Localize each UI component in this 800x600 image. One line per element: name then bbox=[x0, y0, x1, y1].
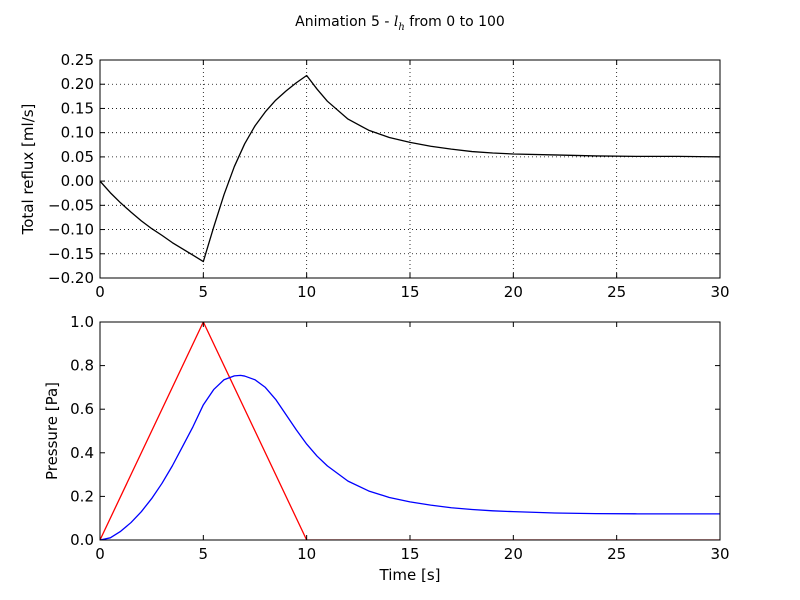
y-tick-label: 0.20 bbox=[61, 75, 94, 93]
plot-frame bbox=[99, 321, 721, 541]
y-tick-label: 0.15 bbox=[61, 99, 94, 117]
y-tick-label: 0.8 bbox=[70, 357, 94, 375]
x-tick-label: 10 bbox=[297, 283, 316, 301]
x-tick-label: 0 bbox=[95, 545, 105, 563]
x-tick-label: 25 bbox=[607, 283, 626, 301]
x-tick-label: 20 bbox=[504, 283, 523, 301]
x-tick-label: 0 bbox=[95, 283, 105, 301]
y-axis-label: Total reflux [ml/s] bbox=[19, 104, 37, 236]
y-axis-label: Pressure [Pa] bbox=[43, 382, 61, 480]
y-tick-label: 1.0 bbox=[70, 313, 94, 331]
series-line-0 bbox=[100, 322, 720, 540]
x-tick-label: 15 bbox=[400, 283, 419, 301]
pressure-chart: 0 5 10 15 20 25 30 1.0 0.8 0.6 0.4 0.2 0.0 Pressure [… bbox=[43, 313, 730, 584]
series-line-1 bbox=[100, 374, 720, 540]
y-tick-label: −0.10 bbox=[48, 221, 94, 239]
y-tick-label: 0.2 bbox=[70, 487, 94, 505]
x-tick-label: 20 bbox=[504, 545, 523, 563]
x-tick-label: 25 bbox=[607, 545, 626, 563]
y-tick-label: 0.4 bbox=[70, 444, 94, 462]
y-tick-label: −0.05 bbox=[48, 196, 94, 214]
y-tick-label: 0.00 bbox=[61, 172, 94, 190]
figure-title-math-sub: h bbox=[398, 22, 404, 33]
x-tick-label: 15 bbox=[400, 545, 419, 563]
y-tick-label: 0.6 bbox=[70, 400, 94, 418]
reflux-chart: 0 5 10 15 20 25 30 0.25 0.20 0.15 0.10 0.05 0.00 −0.0… bbox=[19, 51, 730, 301]
y-tick-label: 0.25 bbox=[61, 51, 94, 69]
series-line-0 bbox=[100, 74, 720, 263]
x-tick-label: 10 bbox=[297, 545, 316, 563]
x-tick-label: 5 bbox=[199, 545, 209, 563]
figure-title-math: l bbox=[394, 14, 398, 30]
x-axis-label: Time [s] bbox=[379, 566, 441, 584]
y-tick-label: 0.0 bbox=[70, 531, 94, 549]
x-tick-label: 30 bbox=[710, 283, 729, 301]
y-tick-label: 0.05 bbox=[61, 148, 94, 166]
x-tick-label: 30 bbox=[710, 545, 729, 563]
y-tick-label: −0.15 bbox=[48, 245, 94, 263]
x-tick-label: 5 bbox=[199, 283, 209, 301]
y-tick-label: 0.10 bbox=[61, 124, 94, 142]
figure-title-prefix: Animation 5 - bbox=[295, 14, 394, 30]
y-tick-label: −0.20 bbox=[48, 269, 94, 287]
figure-title: Animation 5 - lh from 0 to 100 bbox=[295, 14, 505, 33]
figure-title-suffix: from 0 to 100 bbox=[405, 14, 505, 30]
